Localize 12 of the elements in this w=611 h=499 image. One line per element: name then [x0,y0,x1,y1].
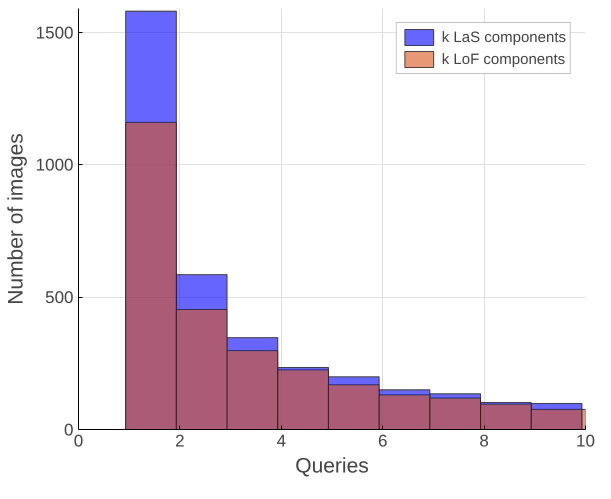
x-axis-title: Queries [295,454,369,478]
y-tick-label: 500 [45,288,74,308]
legend-label: k LoF components [442,50,566,68]
x-tick-label: 4 [276,432,286,450]
x-tick-label: 6 [378,432,388,450]
y-tick-label: 1000 [36,156,74,175]
x-tick-label: 2 [175,432,185,450]
y-axis-title: Number of images [4,133,28,305]
x-tick-label: 10 [576,432,595,450]
y-tick-label: 1500 [36,23,74,42]
x-tick-label: 8 [479,432,489,450]
legend-label: k LaS components [442,28,566,46]
